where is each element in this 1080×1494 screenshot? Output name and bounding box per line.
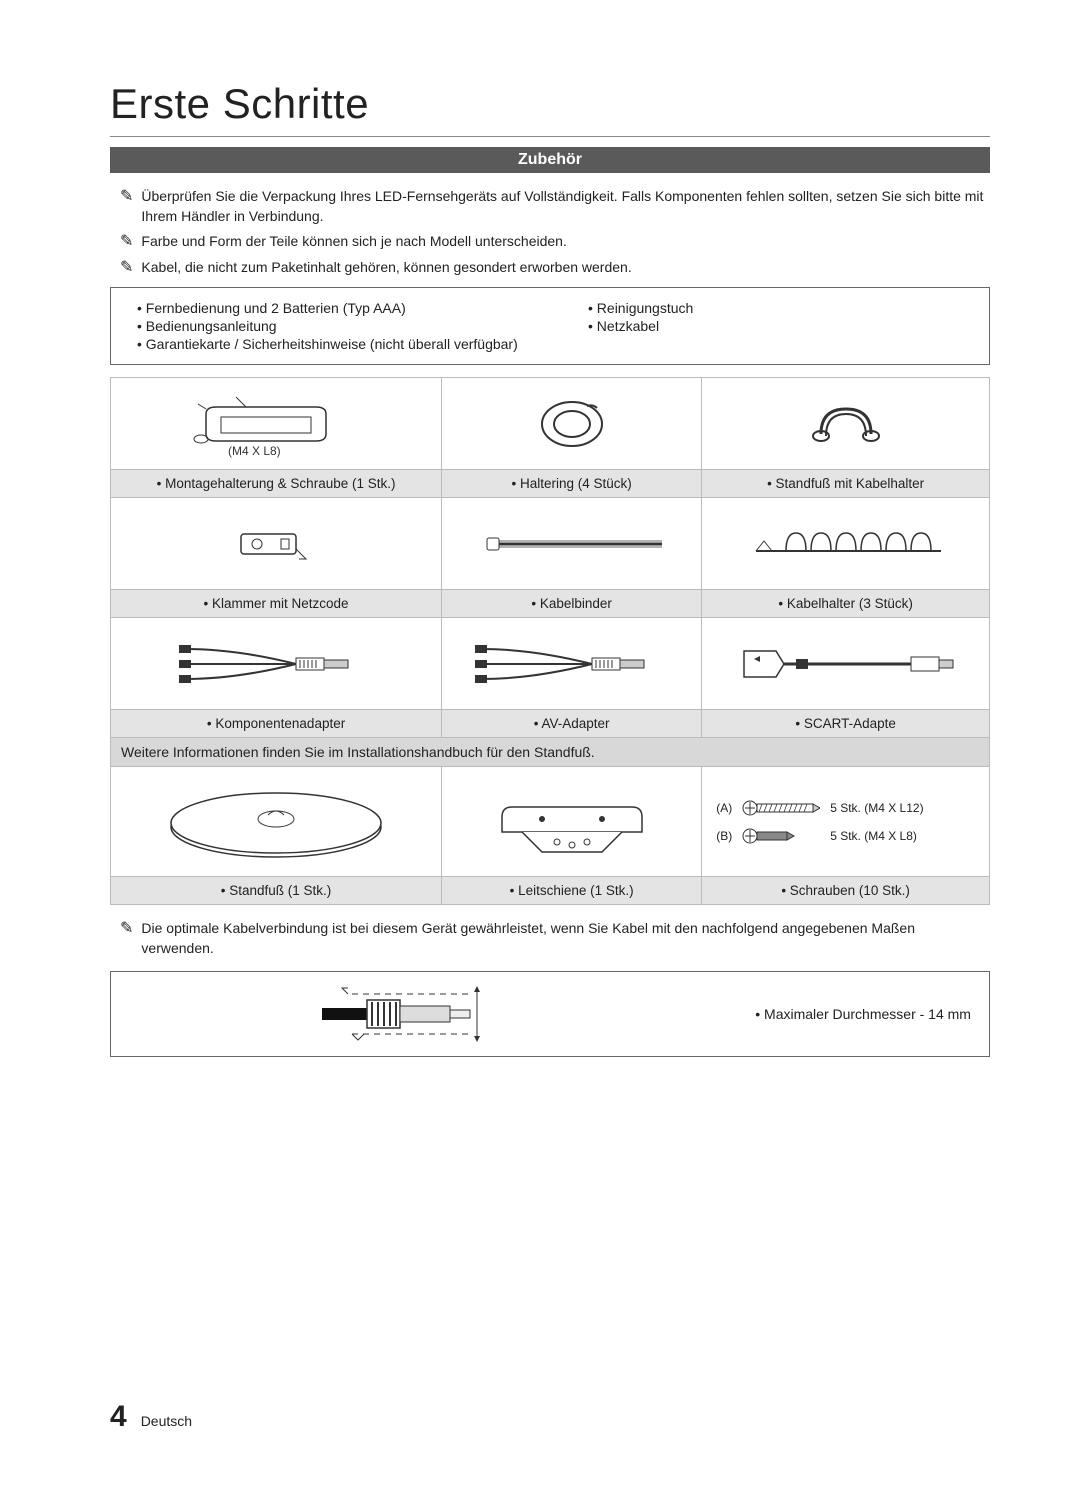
acc-label-cell: • Schrauben (10 Stk.) (702, 877, 990, 905)
acc-image-cell (442, 618, 702, 710)
screw-long-icon (742, 799, 820, 817)
note-text: Farbe und Form der Teile können sich je … (141, 232, 566, 252)
screw-tag: (A) (716, 801, 732, 815)
acc-image-cell (702, 618, 990, 710)
acc-image-cell (111, 618, 442, 710)
note-text: Überprüfen Sie die Verpackung Ihres LED-… (141, 187, 990, 226)
acc-image-cell (111, 498, 442, 590)
package-list-left: Fernbedienung und 2 Batterien (Typ AAA) … (129, 300, 520, 352)
note-icon: ✎ (120, 919, 133, 938)
acc-image-cell: (M4 X L8) (111, 378, 442, 470)
stand-image-cell: (A) 5 Stk. (M4 X L12) (B) (702, 767, 990, 877)
screw-row: (A) 5 Stk. (M4 X L12) (716, 799, 923, 817)
svg-text:(M4 X L8): (M4 X L8) (228, 444, 281, 458)
note-row: ✎ Die optimale Kabelverbindung ist bei d… (120, 919, 990, 958)
divider (110, 136, 990, 137)
acc-image-cell (442, 378, 702, 470)
acc-image-cell (702, 378, 990, 470)
scart-adapter-icon (736, 639, 956, 689)
list-item: Fernbedienung und 2 Batterien (Typ AAA) (137, 300, 520, 316)
acc-label-cell: • Kabelhalter (3 Stück) (702, 590, 990, 618)
note-row: ✎ Kabel, die nicht zum Paketinhalt gehör… (120, 258, 990, 278)
acc-label-cell: • Standfuß (1 Stk.) (111, 877, 442, 905)
note-icon: ✎ (120, 187, 133, 206)
component-adapter-icon (176, 634, 376, 694)
acc-label-cell: • AV-Adapter (442, 710, 702, 738)
note-row: ✎ Überprüfen Sie die Verpackung Ihres LE… (120, 187, 990, 226)
cable-tie-icon (472, 524, 672, 564)
clamp-icon (221, 519, 331, 569)
acc-label-cell: • Montagehalterung & Schraube (1 Stk.) (111, 470, 442, 498)
screw-short-icon (742, 827, 820, 845)
stand-info-row: Weitere Informationen finden Sie im Inst… (111, 738, 990, 767)
page-title: Erste Schritte (110, 80, 990, 128)
bracket-icon: (M4 X L8) (186, 389, 366, 459)
cable-holder-icon (801, 394, 891, 454)
list-item: Reinigungstuch (588, 300, 971, 316)
ring-icon (527, 394, 617, 454)
list-item: Bedienungsanleitung (137, 318, 520, 334)
note-text: Kabel, die nicht zum Paketinhalt gehören… (141, 258, 631, 278)
acc-label-cell: • Haltering (4 Stück) (442, 470, 702, 498)
stand-image-cell (111, 767, 442, 877)
package-list-right: Reinigungstuch Netzkabel (580, 300, 971, 334)
acc-label-cell: • Leitschiene (1 Stk.) (442, 877, 702, 905)
page-footer: 4 Deutsch (110, 1400, 192, 1434)
screw-text: 5 Stk. (M4 X L8) (830, 829, 917, 843)
package-contents-box: Fernbedienung und 2 Batterien (Typ AAA) … (110, 287, 990, 365)
acc-label-cell: • SCART-Adapte (702, 710, 990, 738)
guide-rail-icon (482, 777, 662, 867)
section-band: Zubehör (110, 147, 990, 173)
cable-connector-icon (322, 986, 522, 1042)
stand-image-cell (442, 767, 702, 877)
acc-image-cell (702, 498, 990, 590)
acc-label-cell: • Klammer mit Netzcode (111, 590, 442, 618)
accessories-table: (M4 X L8) • Montagehalterun (110, 377, 990, 905)
page-language: Deutsch (141, 1413, 192, 1429)
stand-base-icon (156, 777, 396, 867)
note-icon: ✎ (120, 258, 133, 277)
note-icon: ✎ (120, 232, 133, 251)
screw-text: 5 Stk. (M4 X L12) (830, 801, 923, 815)
cable-spec-box: • Maximaler Durchmesser - 14 mm (110, 971, 990, 1057)
screw-tag: (B) (716, 829, 732, 843)
acc-label-cell: • Standfuß mit Kabelhalter (702, 470, 990, 498)
page-number: 4 (110, 1400, 127, 1434)
cable-holder-strip-icon (746, 519, 946, 569)
cable-bullet: Maximaler Durchmesser - 14 mm (764, 1006, 971, 1022)
acc-image-cell (442, 498, 702, 590)
list-item: Garantiekarte / Sicherheitshinweise (nic… (137, 336, 520, 352)
acc-label-cell: • Kabelbinder (442, 590, 702, 618)
av-adapter-icon (472, 634, 672, 694)
screw-row: (B) 5 Stk. (M4 X L8) (716, 827, 917, 845)
note-row: ✎ Farbe und Form der Teile können sich j… (120, 232, 990, 252)
note-text: Die optimale Kabelverbindung ist bei die… (141, 919, 990, 958)
acc-label-cell: • Komponentenadapter (111, 710, 442, 738)
list-item: Netzkabel (588, 318, 971, 334)
